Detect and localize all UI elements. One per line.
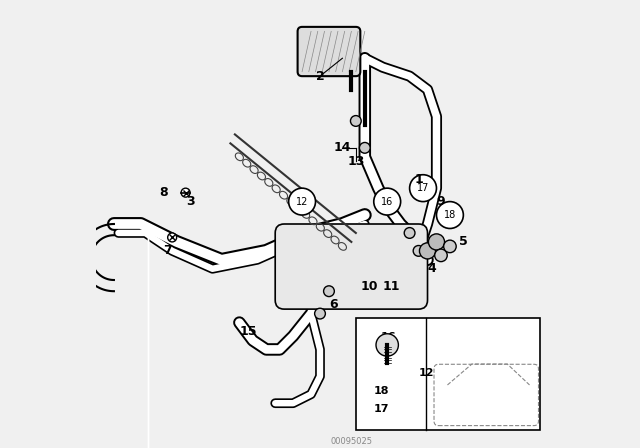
- Text: 18: 18: [444, 210, 456, 220]
- Circle shape: [435, 249, 447, 262]
- Text: 17: 17: [374, 404, 389, 414]
- Circle shape: [444, 240, 456, 253]
- Text: 14: 14: [333, 141, 351, 155]
- Text: 10: 10: [360, 280, 378, 293]
- Text: 4: 4: [428, 262, 436, 276]
- Text: 16: 16: [381, 197, 394, 207]
- Text: 9: 9: [436, 195, 445, 208]
- Text: 7: 7: [163, 244, 172, 258]
- Text: 17: 17: [417, 183, 429, 193]
- Circle shape: [428, 234, 445, 250]
- Circle shape: [181, 188, 190, 197]
- Circle shape: [351, 116, 361, 126]
- Circle shape: [404, 228, 415, 238]
- Text: 15: 15: [239, 325, 257, 338]
- Text: 13: 13: [347, 155, 365, 168]
- Circle shape: [360, 142, 370, 153]
- Text: 16: 16: [380, 332, 396, 342]
- Text: 8: 8: [159, 186, 168, 199]
- Circle shape: [315, 308, 325, 319]
- Circle shape: [419, 243, 436, 259]
- Text: 11: 11: [383, 280, 401, 293]
- Circle shape: [324, 286, 334, 297]
- Text: 3: 3: [186, 195, 195, 208]
- Text: 6: 6: [329, 298, 338, 311]
- Circle shape: [289, 188, 316, 215]
- Text: 12: 12: [296, 197, 308, 207]
- Text: 5: 5: [459, 235, 468, 249]
- Circle shape: [376, 334, 398, 356]
- Circle shape: [413, 246, 424, 256]
- FancyBboxPatch shape: [275, 224, 428, 309]
- Circle shape: [436, 202, 463, 228]
- Text: 1: 1: [414, 172, 423, 186]
- Text: 2: 2: [316, 69, 324, 83]
- Circle shape: [168, 233, 177, 242]
- Text: 12: 12: [419, 368, 434, 378]
- Circle shape: [374, 188, 401, 215]
- Text: 18: 18: [374, 386, 389, 396]
- Bar: [356, 318, 540, 430]
- Text: 00095025: 00095025: [330, 437, 372, 446]
- FancyBboxPatch shape: [298, 27, 360, 76]
- Circle shape: [410, 175, 436, 202]
